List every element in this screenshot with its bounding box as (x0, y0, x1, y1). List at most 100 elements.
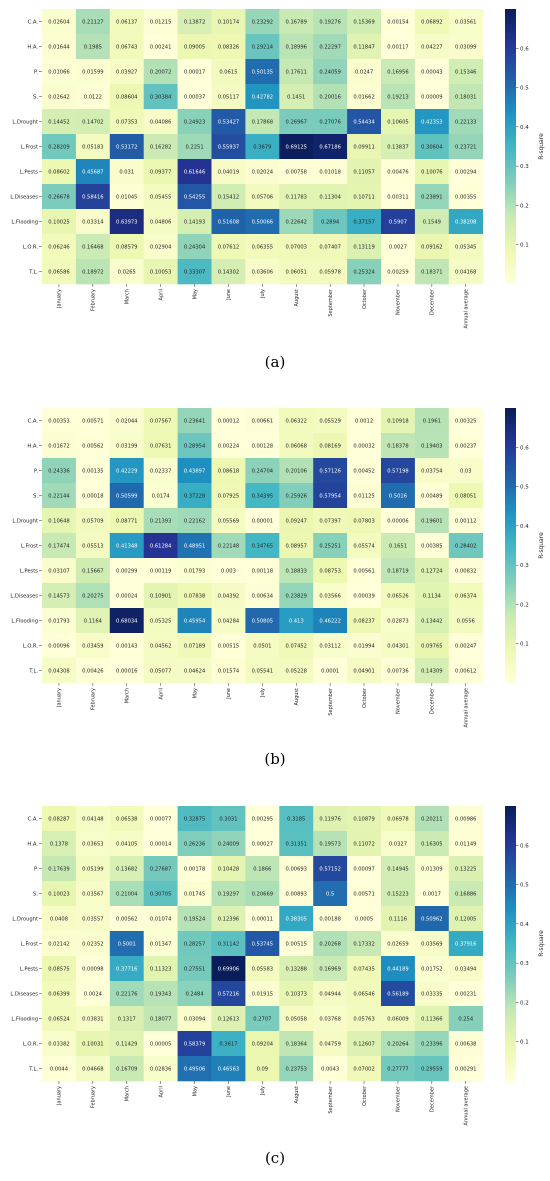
cell-value-label: 0.00001 (252, 518, 273, 524)
heatmap-cell (414, 59, 450, 85)
heatmap-cell (211, 558, 246, 584)
column-label: Annual average (463, 289, 469, 328)
heatmap-cell (177, 931, 212, 957)
heatmap-cell (143, 956, 178, 982)
heatmap-cell (109, 433, 144, 459)
cell-value-label: 0.13225 (455, 866, 476, 872)
heatmap-cell (347, 633, 382, 659)
cell-value-label: 0.13872 (184, 19, 205, 25)
heatmap-cell (279, 906, 314, 932)
column-label: October (362, 1085, 368, 1106)
heatmap-cell (414, 1031, 450, 1057)
heatmap-cell (211, 1031, 246, 1057)
cell-value-label: 0.58416 (82, 194, 103, 200)
heatmap-cell (143, 408, 178, 434)
row-label: T.L. (28, 1066, 38, 1072)
heatmap-cell (75, 956, 111, 982)
heatmap-cell (448, 583, 483, 609)
heatmap-cell (347, 59, 382, 85)
heatmap-cell (245, 259, 280, 285)
heatmap-cell (381, 508, 416, 534)
cell-value-label: 0.48951 (184, 543, 205, 549)
heatmap-cell (109, 1056, 144, 1082)
cell-value-label: 0.00612 (455, 668, 476, 674)
heatmap-cell (381, 931, 416, 957)
heatmap-cell (75, 458, 111, 484)
heatmap-cell (143, 856, 178, 882)
cell-value-label: 0.04019 (218, 169, 239, 175)
heatmap-cell (313, 408, 348, 434)
cell-value-label: 0.00562 (82, 443, 103, 449)
heatmap-cell (414, 84, 450, 110)
cell-value-label: 0.28209 (48, 144, 69, 150)
heatmap-cell (313, 109, 348, 135)
cell-value-label: 0.63973 (116, 219, 137, 225)
heatmap-cell (177, 956, 212, 982)
cell-value-label: 0.45687 (82, 169, 103, 175)
cell-value-label: 0.45954 (184, 618, 206, 624)
heatmap-cell (245, 856, 280, 882)
heatmap-cell (381, 633, 416, 659)
cell-value-label: 0.07407 (319, 244, 340, 250)
heatmap-cell (143, 633, 178, 659)
heatmap-cell (143, 583, 178, 609)
cell-value-label: 0.00014 (150, 841, 172, 847)
cell-value-label: 0.04086 (150, 119, 171, 125)
row-label: C.A. (28, 418, 39, 424)
column-label: June (226, 1086, 232, 1098)
cell-value-label: 0.11057 (353, 169, 374, 175)
heatmap-cell (177, 831, 212, 857)
heatmap-cell (109, 508, 144, 534)
cell-value-label: 0.03 (460, 468, 472, 474)
column-label: January (57, 289, 63, 309)
cell-value-label: 0.2484 (185, 991, 204, 997)
heatmap-cell (211, 583, 246, 609)
cell-value-label: 0.03199 (116, 443, 137, 449)
heatmap-cell (211, 533, 246, 559)
heatmap-cell (313, 433, 348, 459)
heatmap-cell (347, 558, 382, 584)
cell-value-label: 0.18077 (150, 1016, 171, 1022)
row-label: S. (33, 493, 38, 499)
heatmap-cell (75, 931, 111, 957)
heatmap-cell (381, 9, 416, 35)
cell-value-label: 0.13442 (421, 618, 442, 624)
heatmap-cell (279, 558, 314, 584)
cell-value-label: 0.03112 (319, 643, 340, 649)
cell-value-label: 0.0017 (423, 891, 441, 897)
heatmap-cell (448, 558, 483, 584)
cell-value-label: 0.21127 (82, 19, 103, 25)
cell-value-label: 0.00096 (48, 643, 69, 649)
cell-value-label: 0.07803 (353, 518, 374, 524)
heatmap-cell (381, 856, 416, 882)
heatmap-cell (245, 1031, 280, 1057)
heatmap-cell (313, 59, 348, 85)
heatmap-cell (448, 1056, 483, 1082)
heatmap-cell (347, 533, 382, 559)
heatmap-cell (75, 856, 111, 882)
colorbar-label: R-square (538, 532, 545, 559)
cell-value-label: 0.1985 (84, 44, 102, 50)
cell-value-label: 0.50805 (252, 618, 273, 624)
cell-value-label: 0.05117 (218, 94, 239, 100)
heatmap-cell (313, 558, 348, 584)
row-label: L.Drought (12, 119, 38, 125)
cell-value-label: 0.03107 (48, 568, 69, 574)
column-label: July (260, 289, 266, 299)
heatmap-cell (279, 931, 314, 957)
heatmap-cell (42, 558, 77, 584)
cell-value-label: 0.01662 (353, 94, 374, 100)
heatmap-cell (381, 458, 416, 484)
cell-value-label: 0.09377 (150, 169, 171, 175)
heatmap-cell (75, 558, 111, 584)
cell-value-label: 0.00128 (252, 443, 273, 449)
heatmap-cell (414, 508, 450, 534)
heatmap-cell (109, 134, 144, 160)
panel-label: (c) (265, 1149, 285, 1167)
heatmap-cell (211, 1056, 246, 1082)
cell-value-label: 0.07838 (184, 593, 205, 599)
heatmap-cell (211, 134, 246, 160)
heatmap-cell (143, 109, 178, 135)
cell-value-label: 0.08753 (319, 568, 340, 574)
heatmap-cell (211, 508, 246, 534)
